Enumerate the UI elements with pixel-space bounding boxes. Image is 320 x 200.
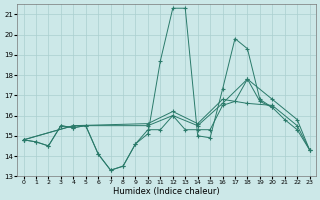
X-axis label: Humidex (Indice chaleur): Humidex (Indice chaleur): [113, 187, 220, 196]
